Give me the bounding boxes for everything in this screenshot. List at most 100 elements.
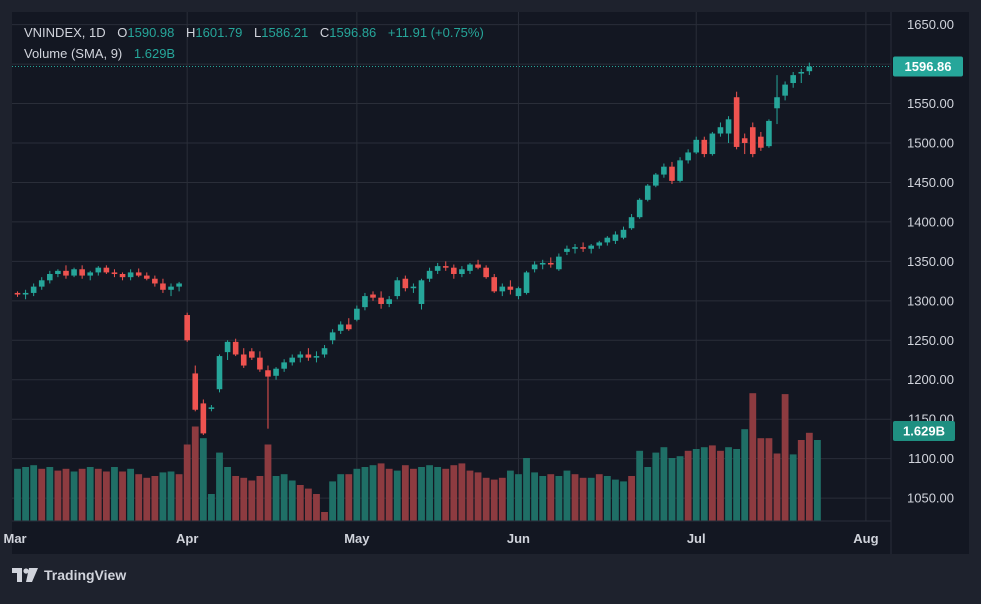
close-value: 1596.86 bbox=[329, 25, 377, 40]
candle-body bbox=[612, 234, 619, 241]
volume-bar bbox=[127, 468, 135, 521]
candle-body bbox=[758, 136, 764, 148]
volume-bar bbox=[531, 472, 539, 521]
candle-body bbox=[362, 296, 368, 308]
price-axis[interactable]: 1050.001100.001150.001200.001250.001300.… bbox=[907, 17, 954, 505]
volume-bar bbox=[240, 477, 248, 521]
candle-body bbox=[103, 267, 110, 273]
volume-bar bbox=[458, 463, 466, 521]
time-axis[interactable]: MarAprMayJunJulAug21 bbox=[4, 531, 981, 546]
y-tick-label: 1400.00 bbox=[907, 214, 954, 229]
candle-body bbox=[733, 97, 740, 147]
candle-body bbox=[63, 270, 69, 276]
candle-body bbox=[766, 120, 772, 147]
volume-bar bbox=[361, 467, 369, 521]
volume-bar bbox=[466, 470, 474, 521]
candle-body bbox=[709, 133, 716, 155]
candle-body bbox=[111, 272, 118, 274]
candle-body bbox=[313, 356, 320, 358]
candle-body bbox=[143, 275, 150, 279]
y-tick-label: 1550.00 bbox=[907, 96, 954, 111]
volume-bar bbox=[692, 449, 700, 521]
volume-bar bbox=[102, 471, 110, 521]
y-tick-label: 1350.00 bbox=[907, 254, 954, 269]
candle-body bbox=[499, 286, 506, 292]
volume-bar bbox=[272, 476, 280, 521]
candle-body bbox=[442, 266, 449, 268]
volume-bar bbox=[482, 477, 490, 521]
volume-bar bbox=[167, 471, 175, 521]
candle-body bbox=[564, 248, 570, 252]
volume-bar bbox=[78, 468, 86, 521]
high-value: 1601.79 bbox=[195, 25, 243, 40]
volume-bar bbox=[94, 468, 102, 521]
low-label: L bbox=[254, 25, 262, 40]
candle-body bbox=[192, 373, 199, 410]
candle-body bbox=[539, 262, 546, 265]
candle-body bbox=[685, 152, 691, 161]
volume-bar bbox=[708, 445, 716, 521]
volume-bar bbox=[450, 465, 458, 521]
change-value: +11.91 (+0.75%) bbox=[387, 25, 484, 40]
volume-bar bbox=[46, 467, 54, 521]
low-value: 1586.21 bbox=[261, 25, 309, 40]
volume-bar bbox=[199, 438, 207, 521]
candle-body bbox=[71, 269, 77, 276]
volume-bar bbox=[248, 480, 256, 521]
candle-body bbox=[30, 286, 37, 293]
volume-bar bbox=[208, 494, 215, 521]
volume-bar bbox=[426, 465, 433, 521]
volume-bar bbox=[434, 467, 442, 521]
candle-body bbox=[701, 139, 708, 155]
volume-bar bbox=[797, 440, 805, 521]
candle-body bbox=[281, 362, 287, 369]
volume-legend[interactable]: Volume (SMA, 9) 1.629B bbox=[24, 46, 175, 61]
volume-bar bbox=[159, 472, 167, 521]
ohlc-legend[interactable]: VNINDEX, 1D O1590.98 H1601.79 L1586.21 C… bbox=[24, 25, 484, 40]
candle-body bbox=[572, 247, 578, 249]
volume-bar bbox=[628, 476, 635, 521]
candle-body bbox=[200, 403, 207, 434]
open-value: 1590.98 bbox=[127, 25, 175, 40]
candle-body bbox=[402, 278, 409, 289]
x-tick-label: Jun bbox=[507, 531, 530, 546]
candle-body bbox=[87, 272, 94, 276]
volume-bar bbox=[474, 472, 482, 521]
candle-body bbox=[329, 332, 336, 341]
volume-bars bbox=[14, 393, 821, 521]
volume-bar bbox=[296, 485, 304, 521]
candle-body bbox=[475, 264, 481, 268]
candle-body bbox=[636, 199, 643, 218]
volume-bar bbox=[62, 468, 70, 521]
volume-bar bbox=[111, 467, 118, 521]
tradingview-brand[interactable]: TradingView bbox=[12, 567, 126, 583]
volume-bar bbox=[781, 394, 789, 521]
volume-bar bbox=[369, 465, 377, 521]
volume-bar bbox=[725, 447, 732, 521]
volume-bar bbox=[304, 488, 312, 521]
volume-bar bbox=[733, 449, 741, 521]
candle-body bbox=[321, 348, 328, 355]
high-label: H bbox=[186, 25, 196, 40]
candle-body bbox=[644, 185, 651, 200]
volume-bar bbox=[612, 479, 619, 521]
candle-body bbox=[249, 351, 255, 358]
grid-lines bbox=[12, 12, 891, 521]
candle-body bbox=[653, 174, 659, 186]
volume-bar bbox=[353, 468, 361, 521]
volume-bar bbox=[143, 477, 151, 521]
volume-bar bbox=[232, 476, 240, 521]
tradingview-logo-icon bbox=[12, 568, 38, 582]
volume-bar bbox=[668, 458, 676, 521]
open-label: O bbox=[117, 25, 128, 40]
y-tick-label: 1500.00 bbox=[907, 135, 954, 150]
candle-body bbox=[491, 277, 498, 292]
volume-bar bbox=[22, 467, 29, 521]
symbol-label: VNINDEX, 1D bbox=[24, 25, 106, 40]
x-tick-label: Jul bbox=[687, 531, 706, 546]
candle-body bbox=[547, 262, 554, 265]
volume-bar bbox=[636, 450, 644, 521]
volume-bar bbox=[183, 444, 191, 521]
